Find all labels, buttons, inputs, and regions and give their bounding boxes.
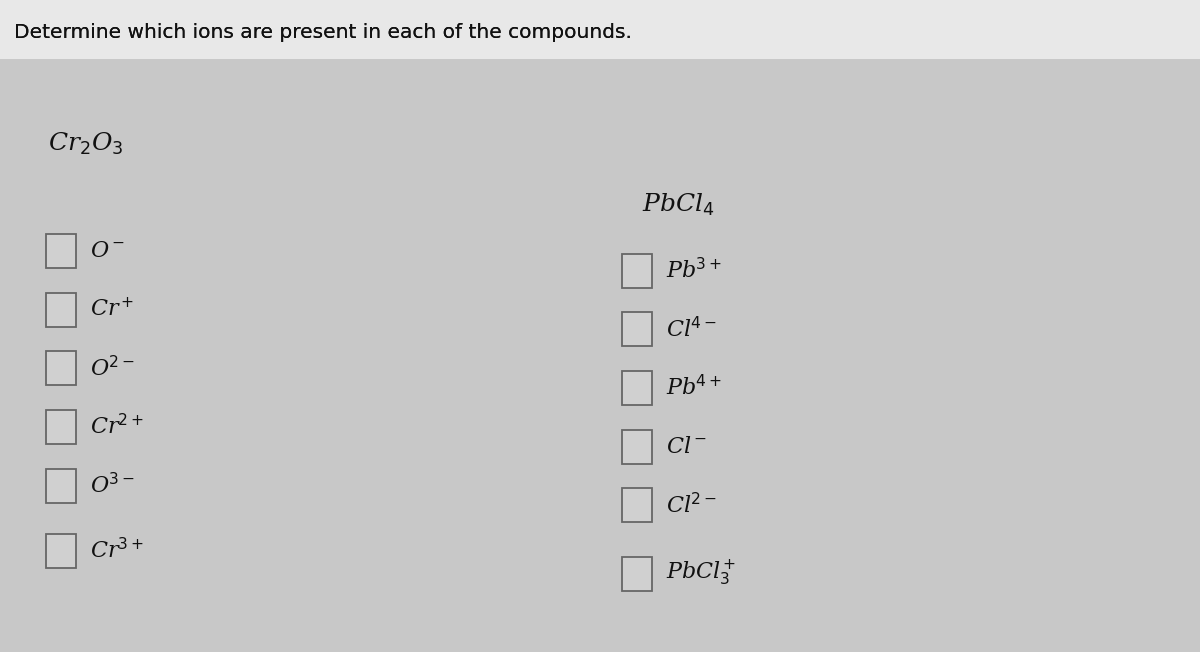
FancyBboxPatch shape bbox=[46, 469, 76, 503]
Text: Cr$^{2+}$: Cr$^{2+}$ bbox=[90, 415, 144, 439]
Text: O$^{3-}$: O$^{3-}$ bbox=[90, 473, 134, 498]
FancyBboxPatch shape bbox=[622, 557, 652, 591]
FancyBboxPatch shape bbox=[622, 488, 652, 522]
Text: Determine which ions are present in each of the compounds.: Determine which ions are present in each… bbox=[14, 23, 632, 42]
FancyBboxPatch shape bbox=[622, 430, 652, 464]
Text: Cl$^{4-}$: Cl$^{4-}$ bbox=[666, 317, 716, 342]
FancyBboxPatch shape bbox=[46, 351, 76, 385]
FancyBboxPatch shape bbox=[46, 410, 76, 444]
Text: Cr$^+$: Cr$^+$ bbox=[90, 298, 134, 321]
FancyBboxPatch shape bbox=[622, 254, 652, 288]
Text: Cr$^{3+}$: Cr$^{3+}$ bbox=[90, 539, 144, 563]
Text: Determine which ions are present in each of the compounds.: Determine which ions are present in each… bbox=[14, 23, 632, 42]
Text: Pb$^{3+}$: Pb$^{3+}$ bbox=[666, 258, 722, 283]
Text: Pb$^{4+}$: Pb$^{4+}$ bbox=[666, 376, 722, 400]
Text: O$^-$: O$^-$ bbox=[90, 240, 125, 262]
FancyBboxPatch shape bbox=[622, 312, 652, 346]
FancyBboxPatch shape bbox=[46, 234, 76, 268]
FancyBboxPatch shape bbox=[622, 371, 652, 405]
FancyBboxPatch shape bbox=[0, 0, 1200, 59]
Text: Cl$^-$: Cl$^-$ bbox=[666, 436, 707, 458]
Text: Cr$_2$O$_3$: Cr$_2$O$_3$ bbox=[48, 130, 124, 156]
FancyBboxPatch shape bbox=[46, 534, 76, 568]
Text: PbCl$_3^+$: PbCl$_3^+$ bbox=[666, 559, 737, 588]
Text: O$^{2-}$: O$^{2-}$ bbox=[90, 356, 134, 381]
Text: PbCl$_4$: PbCl$_4$ bbox=[642, 192, 715, 218]
Text: Cl$^{2-}$: Cl$^{2-}$ bbox=[666, 493, 716, 518]
FancyBboxPatch shape bbox=[46, 293, 76, 327]
